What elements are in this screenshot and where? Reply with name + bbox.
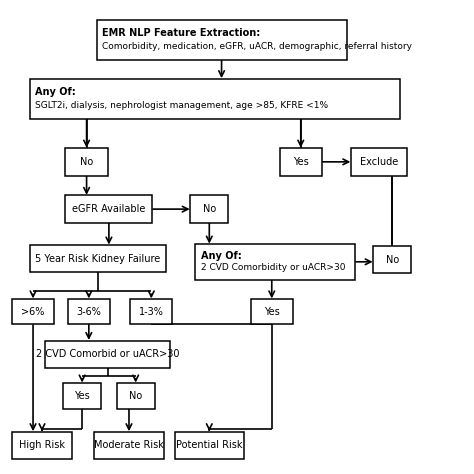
Text: Exclude: Exclude	[360, 157, 398, 167]
Text: 1-3%: 1-3%	[139, 307, 164, 317]
Text: Yes: Yes	[264, 307, 280, 317]
FancyBboxPatch shape	[175, 432, 244, 459]
FancyBboxPatch shape	[130, 299, 173, 324]
Text: Potential Risk: Potential Risk	[176, 440, 243, 450]
Text: EMR NLP Feature Extraction:: EMR NLP Feature Extraction:	[102, 28, 261, 38]
FancyBboxPatch shape	[280, 148, 322, 175]
Text: 3-6%: 3-6%	[76, 307, 101, 317]
Text: Moderate Risk: Moderate Risk	[94, 440, 164, 450]
FancyBboxPatch shape	[117, 383, 155, 409]
Text: Comorbidity, medication, eGFR, uACR, demographic, referral history: Comorbidity, medication, eGFR, uACR, dem…	[102, 42, 412, 51]
FancyBboxPatch shape	[251, 299, 293, 324]
Text: >6%: >6%	[21, 307, 45, 317]
FancyBboxPatch shape	[30, 245, 166, 273]
FancyBboxPatch shape	[65, 148, 108, 175]
Text: 2 CVD Comorbidity or uACR>30: 2 CVD Comorbidity or uACR>30	[201, 264, 345, 273]
Text: 2 CVD Comorbid or uACR>30: 2 CVD Comorbid or uACR>30	[36, 349, 180, 359]
FancyBboxPatch shape	[63, 383, 101, 409]
Text: Yes: Yes	[293, 157, 309, 167]
Text: High Risk: High Risk	[19, 440, 65, 450]
Text: eGFR Available: eGFR Available	[72, 204, 146, 214]
Text: Any Of:: Any Of:	[36, 87, 76, 97]
FancyBboxPatch shape	[12, 432, 72, 459]
Text: SGLT2i, dialysis, nephrologist management, age >85, KFRE <1%: SGLT2i, dialysis, nephrologist managemen…	[36, 101, 328, 110]
Text: No: No	[80, 157, 93, 167]
Text: No: No	[386, 255, 399, 264]
FancyBboxPatch shape	[195, 244, 356, 280]
FancyBboxPatch shape	[94, 432, 164, 459]
Text: No: No	[203, 204, 216, 214]
Text: Yes: Yes	[74, 391, 90, 401]
FancyBboxPatch shape	[12, 299, 54, 324]
FancyBboxPatch shape	[97, 19, 346, 60]
FancyBboxPatch shape	[65, 195, 153, 223]
Text: Any Of:: Any Of:	[201, 251, 241, 261]
Text: 5 Year Risk Kidney Failure: 5 Year Risk Kidney Failure	[35, 254, 160, 264]
FancyBboxPatch shape	[191, 195, 228, 223]
FancyBboxPatch shape	[374, 246, 411, 273]
FancyBboxPatch shape	[30, 79, 400, 119]
FancyBboxPatch shape	[46, 340, 170, 368]
Text: No: No	[129, 391, 142, 401]
FancyBboxPatch shape	[68, 299, 110, 324]
FancyBboxPatch shape	[351, 148, 407, 175]
